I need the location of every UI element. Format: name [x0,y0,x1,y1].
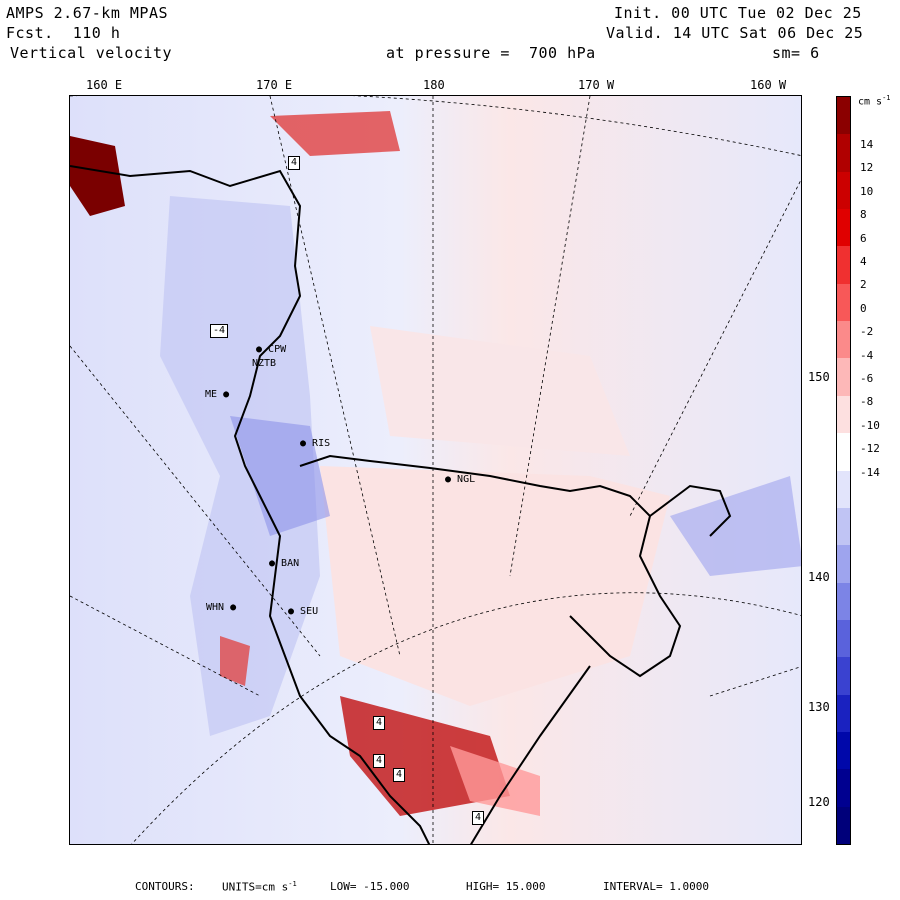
colorbar-swatch [837,694,850,733]
positive-region [450,746,540,816]
station-me: ME ● [205,389,230,400]
footer-contours-label: CONTOURS: [135,880,195,893]
map-panel: ● CPW NZTB ME ● ● RIS ● NGL ● BAN ● SEU … [69,95,802,845]
negative-band [160,196,320,736]
vertical-velocity-map [70,96,801,844]
station-cpw: ● CPW [256,344,287,355]
fcst-value: 110 h [72,24,121,42]
lon-label: 170 E [256,78,293,92]
positive-core [270,111,400,156]
colorbar-swatch [837,507,850,546]
colorbar-swatch [837,433,850,471]
smoothing: sm= 6 [772,44,820,62]
station-nztb: NZTB [252,358,277,369]
colorbar-swatch [837,731,850,770]
graticule [70,96,801,844]
colorbar-tick-label: 12 [860,161,874,175]
colorbar-swatch [837,209,850,247]
colorbar-tick-label: 2 [860,278,867,292]
footer-high: HIGH= 15.000 [466,880,546,893]
colorbar-swatch [837,283,850,322]
station-ris: ● RIS [300,438,331,449]
positive-core [70,136,125,216]
station-seu: ● SEU [288,606,319,617]
lon-label: 170 W [578,78,615,92]
colorbar-swatch [837,619,850,658]
colorbar-tick-label: 10 [860,184,874,198]
pressure-level: at pressure = 700 hPa [386,44,596,62]
contour-label: 4 [373,754,386,768]
colorbar-tick-label: -10 [860,418,880,432]
colorbar-tick-label: -2 [860,325,874,339]
contour-label: 4 [393,768,406,782]
contour-label: 4 [472,811,485,825]
colorbar-tick-label: -6 [860,372,874,385]
lon-label: 160 E [86,78,123,92]
lon-label: 160 W [750,78,787,92]
positive-region [370,326,630,456]
colorbar-swatch [837,321,850,359]
colorbar-swatch [837,395,850,434]
field-name: Vertical velocity [10,44,173,62]
colorbar-tick-label: -8 [860,395,874,409]
colorbar-tick-label: 6 [860,231,867,245]
colorbar-swatch [837,582,850,621]
contour-label: 4 [288,156,301,170]
forecast-hour: Fcst. 110 h [6,24,120,42]
colorbar-units: cm s-1 [858,94,891,108]
pressure-label: at pressure = [386,44,510,62]
colorbar-tick-label: 0 [860,301,867,315]
colorbar-swatch [837,470,850,509]
colorbar-swatch [837,358,850,397]
init-time: Init. 00 UTC Tue 02 Dec 25 [614,4,862,22]
fcst-label: Fcst. [6,24,54,42]
valid-time: Valid. 14 UTC Sat 06 Dec 25 [606,24,864,42]
coastline [70,165,732,844]
negative-core [230,416,330,536]
colorbar-tick-label: 14 [860,138,874,151]
colorbar-swatch [837,97,850,135]
colorbar-swatch [837,134,850,173]
positive-core [220,636,250,686]
lon-label: 180 [423,78,445,92]
colorbar-tick-label: 8 [860,208,867,222]
contour-label: -4 [210,324,229,338]
positive-region [320,466,670,706]
negative-region [670,476,801,576]
contour-label: 4 [373,716,386,730]
model-title: AMPS 2.67-km MPAS [6,4,169,22]
colorbar-swatch [837,246,850,285]
footer-interval: INTERVAL= 1.0000 [603,880,709,893]
colorbar-swatch [837,545,850,584]
colorbar-swatch [837,806,850,844]
footer-low: LOW= -15.000 [330,880,410,893]
station-ban: ● BAN [269,558,300,569]
colorbar-tick-label: 4 [860,255,867,268]
footer-units: UNITS=cm s-1 [222,880,297,894]
pressure-value: 700 hPa [528,44,596,62]
station-ngl: ● NGL [445,474,476,485]
station-whn: WHN ● [206,602,237,613]
colorbar-tick-label: -14 [860,465,880,479]
colorbar [836,96,851,845]
colorbar-swatch [837,657,850,696]
colorbar-swatch [837,769,850,808]
colorbar-swatch [837,171,850,210]
colorbar-tick-label: -4 [860,348,874,362]
colorbar-tick-label: -12 [860,442,880,456]
